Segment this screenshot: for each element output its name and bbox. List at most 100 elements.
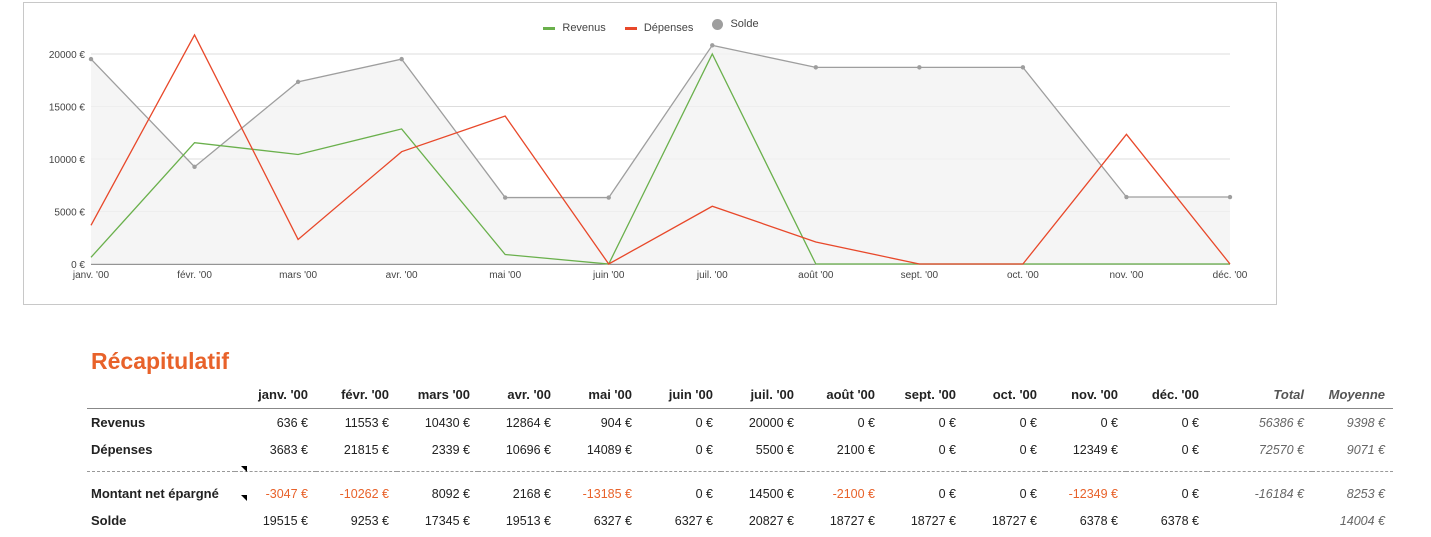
x-tick-label: mars '00	[279, 270, 317, 281]
solde-point	[1124, 194, 1129, 200]
row-marker-icon	[241, 466, 247, 472]
recap-cell: 0 €	[1181, 486, 1199, 501]
recap-cell: 2339 €	[431, 442, 470, 457]
recap-cell: 18727 €	[991, 513, 1037, 528]
recap-cell: 14500 €	[748, 486, 794, 501]
solde-point	[710, 43, 715, 48]
recap-total-cell: -16184 €	[1254, 486, 1304, 501]
x-tick-label: août '00	[798, 270, 834, 281]
recap-average-cell: 14004 €	[1339, 513, 1385, 528]
separator-cell	[1312, 463, 1393, 472]
recap-cell: 6378 €	[1160, 513, 1199, 528]
recap-total-cell: 56386 €	[1258, 415, 1304, 430]
legend-swatch-depenses	[624, 26, 637, 30]
separator-cell	[1045, 463, 1126, 472]
y-tick-label: 20000 €	[49, 50, 86, 61]
revenus-line	[90, 52, 1230, 265]
separator-cell	[883, 463, 964, 472]
recap-row-label: Solde	[91, 513, 127, 528]
separator-cell	[478, 463, 559, 472]
legend-swatch-revenus	[543, 26, 556, 30]
recap-total-cell: 72570 €	[1258, 442, 1304, 457]
legend-item-revenus[interactable]: Revenus	[543, 22, 606, 34]
separator-cell	[964, 463, 1045, 472]
recap-cell: 0 €	[938, 442, 956, 457]
y-tick-label: 0 €	[71, 260, 85, 271]
y-tick-label: 5000 €	[54, 208, 85, 219]
chart-legend: Revenus Dépenses Solde	[24, 18, 1278, 34]
recap-table: janv. '00 févr. '00 mars '00 avr. '00 mai '0…	[87, 380, 1393, 534]
solde-point	[295, 79, 301, 85]
x-tick-label: sept. '00	[901, 270, 939, 281]
recap-cell: 0 €	[1100, 415, 1118, 430]
recap-total-cell	[1207, 507, 1312, 534]
recap-cell: 21815 €	[343, 442, 389, 457]
recap-cell: 6327 €	[593, 513, 632, 528]
depenses-line	[90, 33, 1231, 265]
recap-cell: 0 €	[1181, 442, 1199, 457]
recap-row-label: Revenus	[91, 415, 146, 430]
recap-average-cell: 9398 €	[1346, 415, 1385, 430]
recap-cell: 11553 €	[344, 415, 389, 430]
recap-cell: 19515 €	[262, 513, 308, 528]
recap-cell: 904 €	[600, 415, 632, 430]
table-row: Revenus 636 € 11553 € 10430 € 12864 € 904 € 0 …	[87, 409, 1393, 437]
recap-cell: 5500 €	[755, 442, 794, 457]
recap-cell: 20827 €	[748, 513, 794, 528]
x-tick-label: nov. '00	[1109, 270, 1143, 281]
x-tick-label: juil. '00	[696, 270, 728, 281]
recap-col-header: févr. '00	[316, 380, 397, 409]
recap-cell: 3683 €	[269, 442, 308, 457]
recap-cell: 0 €	[938, 486, 956, 501]
recap-title: Récapitulatif	[91, 348, 230, 374]
separator-cell	[235, 463, 316, 472]
solde-point	[399, 56, 404, 62]
recap-cell: 0 €	[1019, 486, 1037, 501]
recap-cell: 18727 €	[829, 513, 875, 528]
legend-swatch-solde	[712, 18, 724, 30]
table-row: Solde 19515 € 9253 € 17345 € 19513 € 6327 € 63…	[87, 507, 1393, 534]
solde-point	[192, 164, 197, 170]
recap-cell: 20000 €	[748, 415, 794, 430]
recap-col-header: mars '00	[397, 380, 478, 409]
separator-cell	[721, 463, 802, 472]
recap-col-header: juil. '00	[721, 380, 802, 409]
recap-col-header: déc. '00	[1126, 380, 1207, 409]
solde-point	[813, 65, 819, 70]
recap-average-cell: 8253 €	[1346, 486, 1385, 501]
recap-cell: 12864 €	[505, 415, 551, 430]
line-chart: 0 € 5000 € 10000 € 15000 € 20000 € janv. '00 f…	[49, 33, 1248, 281]
recap-cell: 2168 €	[512, 486, 551, 501]
recap-col-header: oct. '00	[964, 380, 1045, 409]
recap-cell: -3047 €	[265, 486, 308, 501]
solde-point	[917, 65, 922, 70]
recap-cell: 0 €	[1019, 415, 1037, 430]
recap-cell: -2100 €	[832, 486, 875, 501]
recap-cell: -13185 €	[582, 486, 632, 501]
solde-point	[606, 195, 611, 200]
x-tick-label: juin '00	[592, 270, 625, 281]
recap-cell: 0 €	[1181, 415, 1199, 430]
recap-col-header: nov. '00	[1045, 380, 1126, 409]
row-marker-icon	[241, 495, 247, 501]
y-tick-label: 10000 €	[49, 155, 86, 166]
solde-area	[91, 45, 1230, 265]
table-row: Dépenses 3683 € 21815 € 2339 € 10696 € 14089 …	[87, 436, 1393, 463]
solde-point	[502, 195, 508, 200]
solde-point	[1020, 65, 1026, 70]
legend-item-solde[interactable]: Solde	[712, 18, 759, 30]
recap-cell: 14089 €	[586, 442, 632, 457]
recap-cell: 2100 €	[836, 442, 875, 457]
legend-item-depenses[interactable]: Dépenses	[624, 22, 693, 34]
solde-line	[90, 44, 1230, 199]
recap-cell: 6378 €	[1079, 513, 1118, 528]
recap-cell: 18727 €	[910, 513, 956, 528]
separator-cell	[640, 463, 721, 472]
recap-col-average: Moyenne	[1312, 380, 1393, 409]
x-tick-label: avr. '00	[386, 270, 418, 281]
recap-cell: 6327 €	[674, 513, 713, 528]
separator-cell	[802, 463, 883, 472]
separator-cell	[316, 463, 397, 472]
separator-cell	[1207, 463, 1312, 472]
recap-cell: 10696 €	[505, 442, 551, 457]
